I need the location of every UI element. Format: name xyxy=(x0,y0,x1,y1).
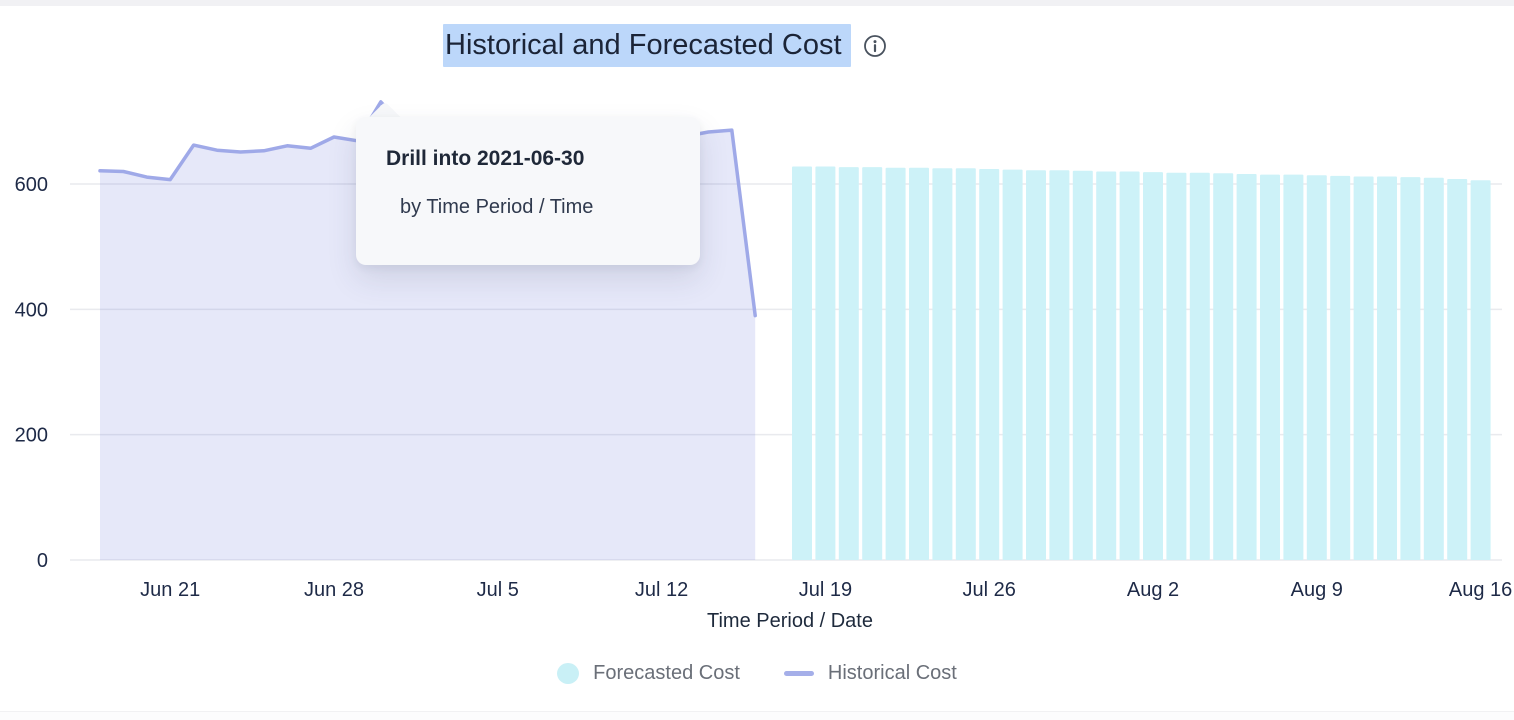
forecast-bar[interactable] xyxy=(1072,170,1093,561)
historical-line-icon xyxy=(783,671,814,676)
info-icon[interactable] xyxy=(863,34,887,58)
forecast-bar[interactable] xyxy=(1283,174,1304,560)
forecast-bar[interactable] xyxy=(1353,176,1374,561)
forecast-bar[interactable] xyxy=(1400,177,1421,560)
top-border xyxy=(0,0,1514,6)
forecast-bar[interactable] xyxy=(838,167,859,560)
y-tick-label: 600 xyxy=(15,174,48,196)
forecast-bar[interactable] xyxy=(792,166,812,561)
bottom-border xyxy=(0,711,1514,720)
y-tick-label: 200 xyxy=(15,425,48,447)
forecast-bar[interactable] xyxy=(1377,176,1397,561)
x-tick-label: Aug 2 xyxy=(1127,579,1179,601)
forecast-bar[interactable] xyxy=(862,167,883,560)
forecast-bar[interactable] xyxy=(1002,169,1023,560)
forecast-bar[interactable] xyxy=(1330,175,1351,560)
forecast-bar[interactable] xyxy=(1119,171,1140,561)
forecast-bar[interactable] xyxy=(1236,174,1257,560)
chart-header: Historical and Forecasted Cost xyxy=(443,24,887,67)
forecast-bar[interactable] xyxy=(1143,172,1163,560)
tooltip-title: Drill into 2021-06-30 xyxy=(386,147,585,170)
forecast-bar[interactable] xyxy=(885,167,906,560)
drill-tooltip[interactable]: Drill into 2021-06-30 by Time Period / T… xyxy=(356,101,700,265)
chart-legend: Forecasted Cost Historical Cost xyxy=(0,662,1514,685)
forecast-bar[interactable] xyxy=(815,166,836,561)
forecast-bar[interactable] xyxy=(1423,177,1444,560)
forecast-bar[interactable] xyxy=(909,167,929,560)
forecast-bar[interactable] xyxy=(1447,179,1468,560)
page-title: Historical and Forecasted Cost xyxy=(443,24,851,67)
tooltip-box: Drill into 2021-06-30 by Time Period / T… xyxy=(356,117,700,265)
legend-label-forecasted: Forecasted Cost xyxy=(593,662,740,684)
forecast-bar[interactable] xyxy=(1260,174,1280,560)
x-tick-label: Jul 26 xyxy=(963,579,1016,601)
forecast-bar[interactable] xyxy=(1470,180,1491,560)
x-tick-label: Jul 12 xyxy=(635,579,688,601)
forecast-bar[interactable] xyxy=(1189,172,1210,560)
forecast-bar[interactable] xyxy=(1026,170,1046,560)
forecast-bar[interactable] xyxy=(1213,173,1234,561)
x-tick-label: Jun 28 xyxy=(304,579,364,601)
x-tick-label: Jul 19 xyxy=(799,579,852,601)
forecast-bar[interactable] xyxy=(1166,172,1187,560)
x-tick-label: Jul 5 xyxy=(477,579,519,601)
tooltip-subtitle: by Time Period / Time xyxy=(400,196,594,218)
y-tick-label: 0 xyxy=(37,550,48,572)
forecast-bar[interactable] xyxy=(979,169,1000,560)
y-tick-label: 400 xyxy=(15,299,48,321)
x-tick-label: Jun 21 xyxy=(140,579,200,601)
legend-item-historical[interactable]: Historical Cost xyxy=(783,662,957,685)
forecast-bar[interactable] xyxy=(932,168,953,561)
forecast-bar[interactable] xyxy=(1049,170,1070,560)
forecast-bar[interactable] xyxy=(1306,175,1327,560)
forecast-dot-icon xyxy=(557,663,580,684)
x-tick-label: Aug 16 xyxy=(1449,579,1512,601)
x-axis-label: Time Period / Date xyxy=(707,610,873,632)
forecast-bar[interactable] xyxy=(955,168,976,561)
cost-chart: 0 200 400 600 Jun 21 Jun 28 Jul 5 Jul 12 Jul 19 J… xyxy=(15,100,1512,601)
x-tick-label: Aug 9 xyxy=(1291,579,1343,601)
legend-item-forecasted[interactable]: Forecasted Cost xyxy=(557,662,740,685)
forecast-bar[interactable] xyxy=(1096,171,1117,561)
legend-label-historical: Historical Cost xyxy=(827,662,957,684)
